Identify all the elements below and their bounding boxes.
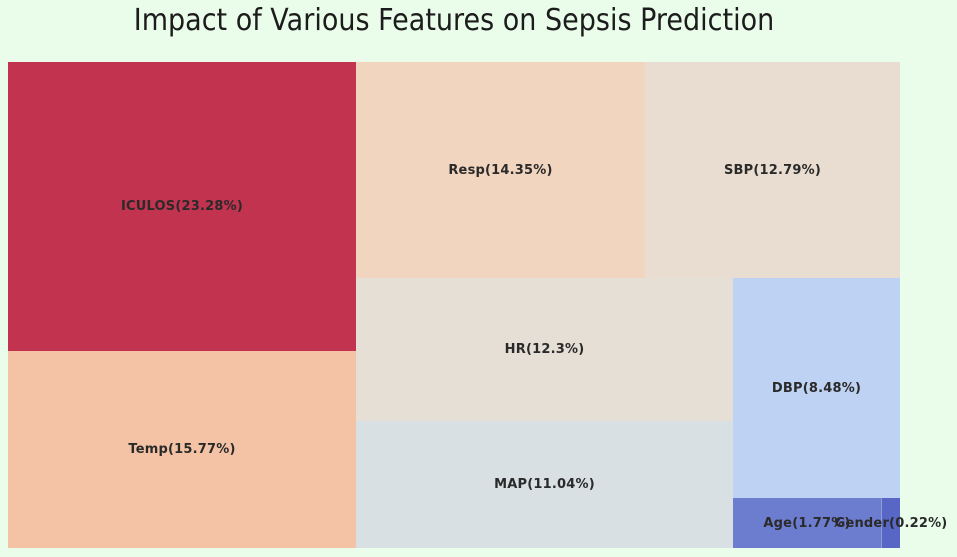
treemap-tile-sbp: SBP(12.79%) (645, 62, 900, 278)
treemap-tile-map: MAP(11.04%) (356, 421, 733, 548)
treemap: ICULOS(23.28%) Temp(15.77%) Resp(14.35%)… (8, 62, 947, 548)
treemap-tile-gender: Gender(0.22%) (835, 498, 947, 548)
chart-title: Impact of Various Features on Sepsis Pre… (133, 3, 775, 38)
treemap-tile-dbp: DBP(8.48%) (733, 278, 900, 498)
tile-label-gender: Gender(0.22%) (834, 515, 948, 531)
tile-label-hr: HR(12.3%) (504, 342, 585, 357)
treemap-tile-resp: Resp(14.35%) (356, 62, 645, 278)
tile-label-dbp: DBP(8.48%) (771, 380, 862, 396)
tile-label-resp: Resp(14.35%) (448, 162, 553, 178)
treemap-tile-temp: Temp(15.77%) (8, 351, 356, 548)
treemap-tile-age: Age(1.77%) (733, 498, 881, 548)
treemap-tile-iculos: ICULOS(23.28%) (8, 62, 356, 351)
tile-label-iculos: ICULOS(23.28%) (121, 199, 243, 214)
treemap-tile-hr: HR(12.3%) (356, 278, 733, 421)
tile-label-temp: Temp(15.77%) (128, 442, 236, 457)
tile-label-map: MAP(11.04%) (494, 477, 595, 492)
tile-label-age: Age(1.77%) (763, 515, 851, 531)
tile-label-sbp: SBP(12.79%) (723, 162, 822, 178)
